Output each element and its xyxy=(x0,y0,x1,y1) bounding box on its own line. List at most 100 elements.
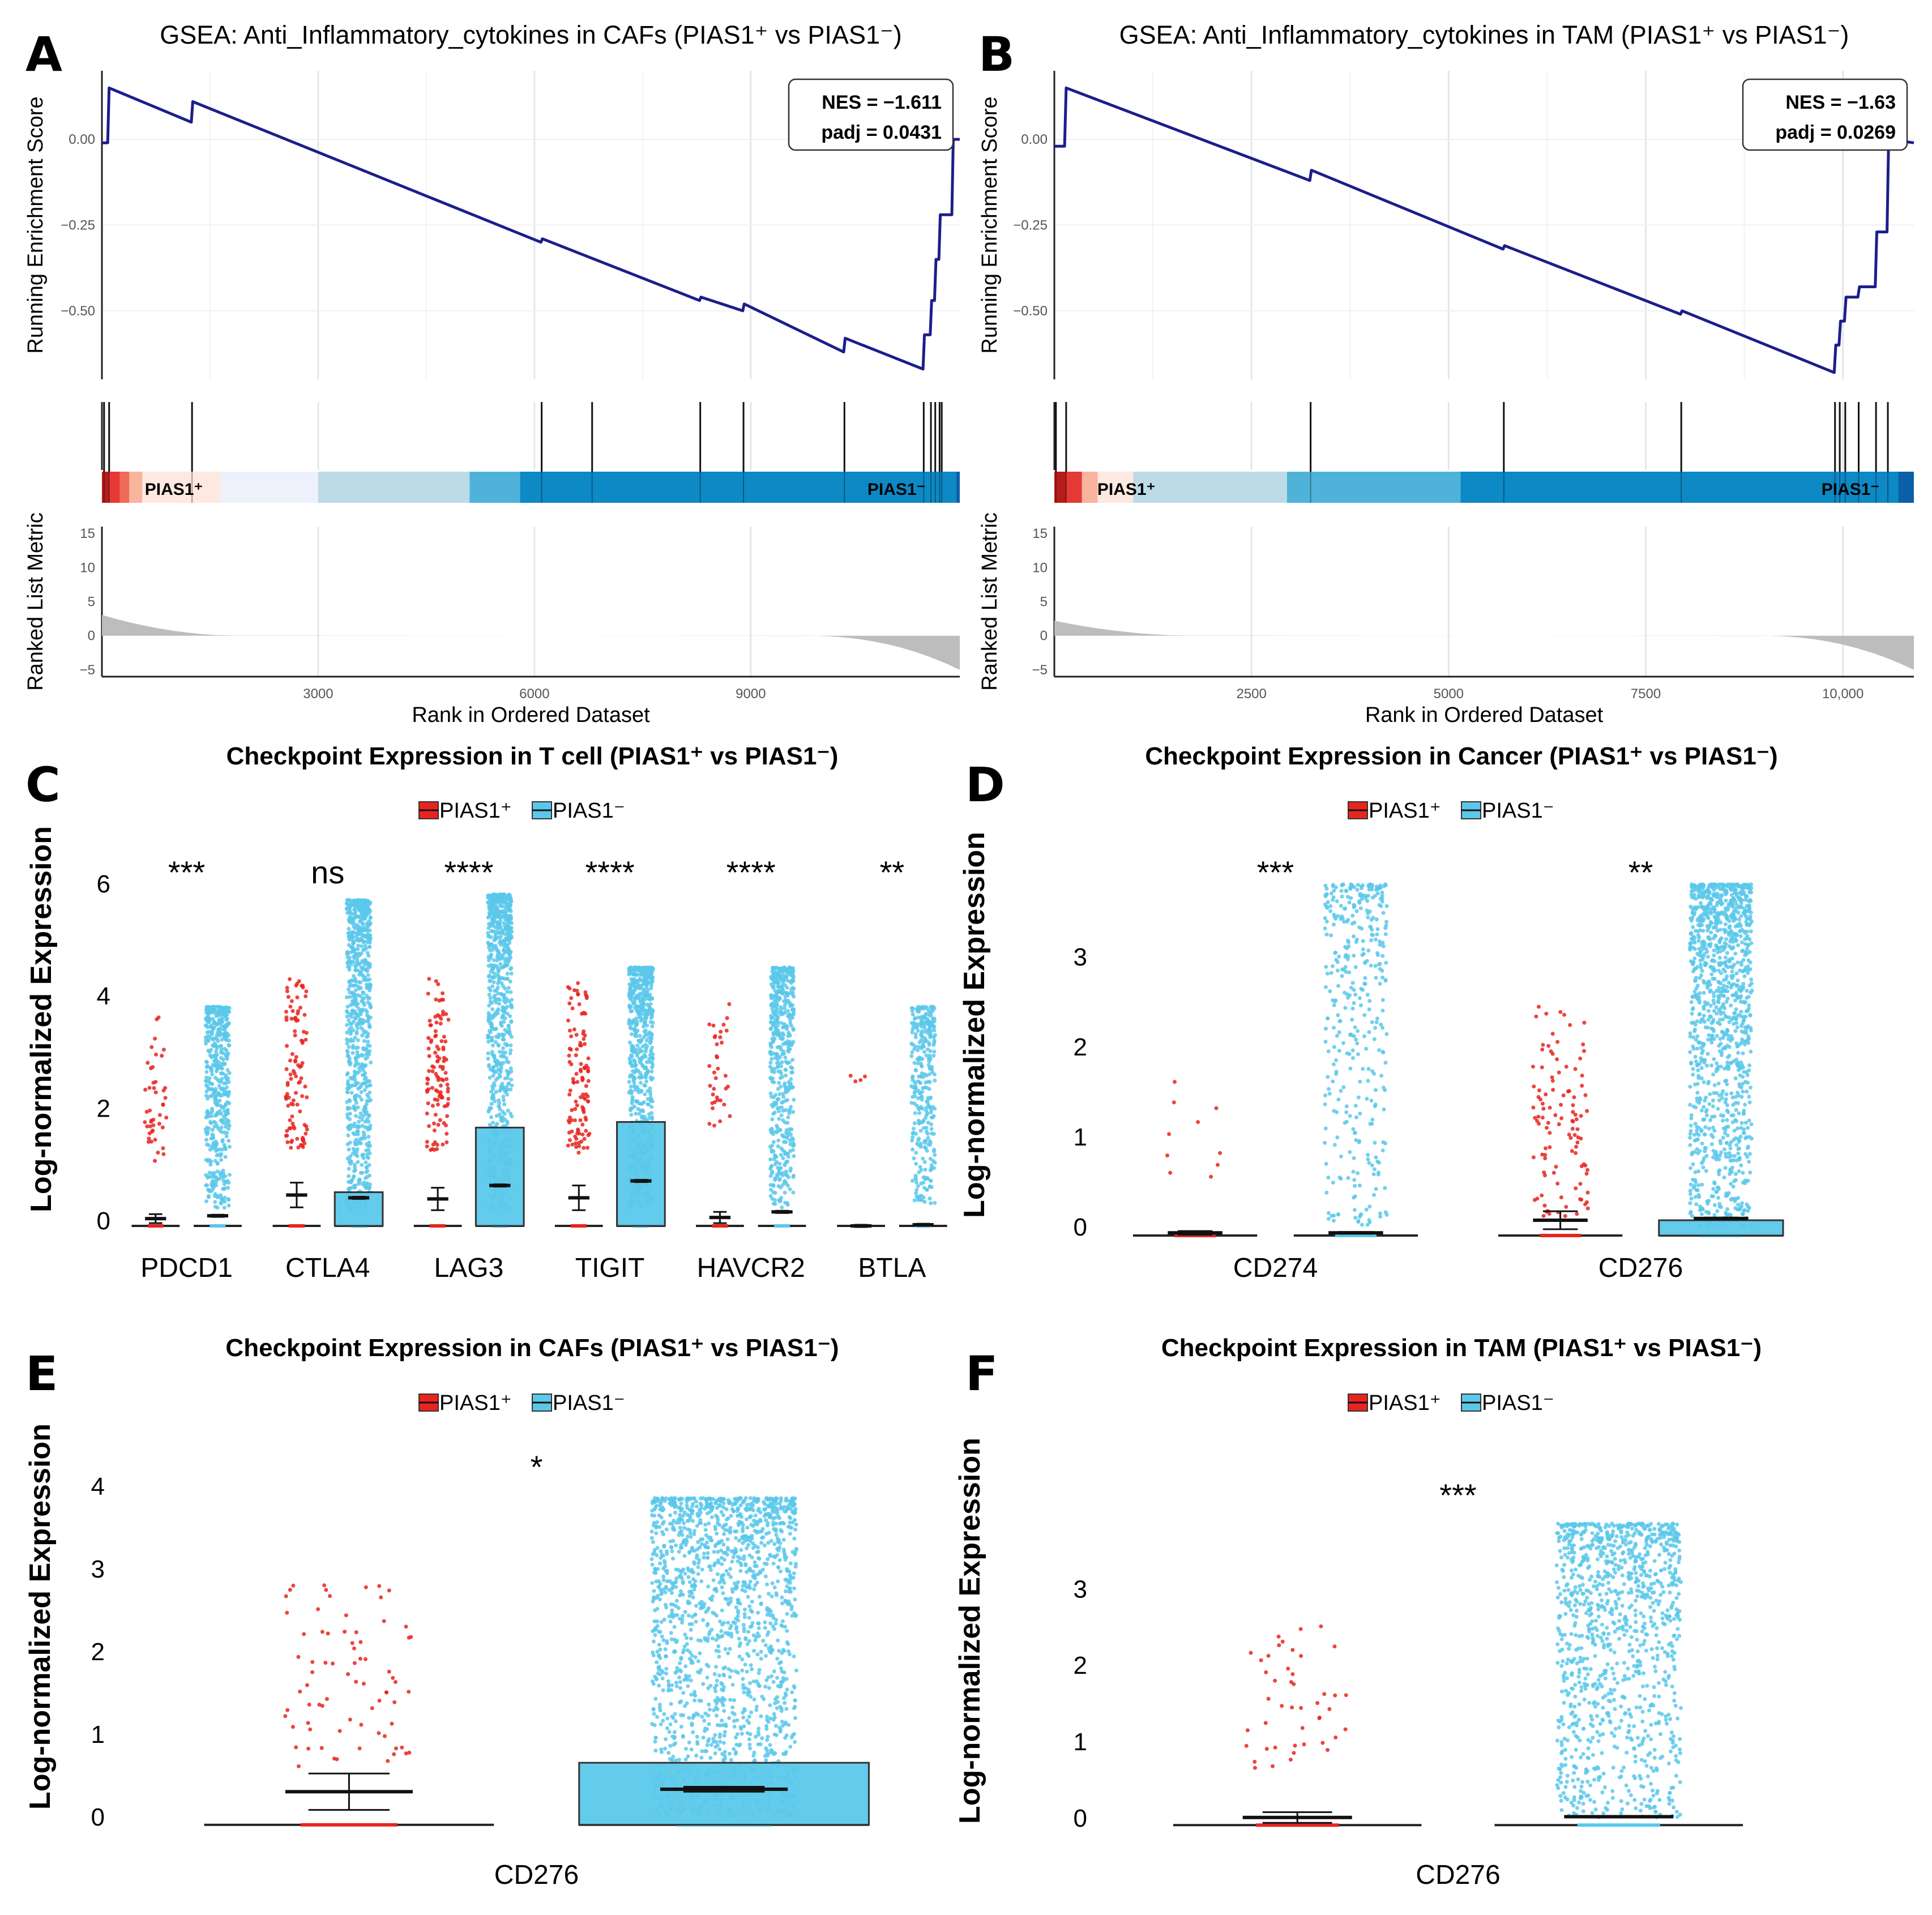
jitter-point xyxy=(489,1102,494,1106)
jitter-point xyxy=(487,1003,491,1008)
y-tick-label: 4 xyxy=(97,982,110,1010)
jitter-point xyxy=(775,1106,780,1111)
jitter-point xyxy=(505,1042,509,1047)
jitter-point xyxy=(638,997,642,1001)
jitter-point xyxy=(434,1072,438,1076)
jitter-point xyxy=(369,1005,373,1010)
jitter-point xyxy=(488,1029,491,1033)
y-tick-label: −0.25 xyxy=(61,218,95,233)
jitter-point xyxy=(634,1063,638,1067)
jitter-point xyxy=(156,1151,160,1155)
jitter-point xyxy=(779,1007,784,1011)
jitter-point xyxy=(1579,1136,1583,1141)
jitter-point xyxy=(570,1006,575,1011)
jitter-point xyxy=(644,1066,648,1071)
jitter-point xyxy=(490,1038,494,1043)
jitter-point xyxy=(208,1094,212,1098)
jitter-point xyxy=(780,1205,784,1209)
jitter-point xyxy=(728,1114,732,1118)
jitter-point xyxy=(1743,1121,1748,1125)
jitter-point xyxy=(358,1022,362,1027)
jitter-point xyxy=(924,1146,928,1151)
jitter-point xyxy=(205,1142,209,1147)
jitter-point xyxy=(223,1103,228,1108)
jitter-point xyxy=(789,1105,793,1109)
jitter-point xyxy=(1366,915,1370,920)
jitter-point xyxy=(788,1169,793,1173)
jitter-point xyxy=(927,1059,931,1063)
jitter-point xyxy=(426,1046,431,1051)
jitter-point xyxy=(293,1059,298,1064)
jitter-point xyxy=(362,959,367,964)
jitter-point xyxy=(506,921,510,926)
jitter-point xyxy=(792,1154,796,1159)
jitter-point xyxy=(786,1115,790,1119)
jitter-point xyxy=(788,1149,793,1153)
jitter-point xyxy=(1370,1163,1374,1168)
jitter-point xyxy=(1356,1219,1361,1223)
jitter-point xyxy=(1328,909,1333,913)
jitter-point xyxy=(218,1153,223,1158)
jitter-point xyxy=(368,1083,373,1088)
jitter-point xyxy=(910,1008,914,1013)
jitter-point xyxy=(1335,968,1340,973)
jitter-point xyxy=(568,1138,572,1142)
jitter-point xyxy=(640,1049,644,1053)
jitter-point xyxy=(445,1114,450,1118)
jitter-point xyxy=(216,1004,220,1009)
jitter-point xyxy=(1370,1020,1374,1024)
jitter-point xyxy=(578,1118,583,1122)
jitter-point xyxy=(1704,1113,1709,1118)
jitter-point xyxy=(1357,1183,1362,1188)
jitter-point xyxy=(365,908,370,913)
jitter-point xyxy=(1574,1151,1578,1155)
jitter-point xyxy=(1736,1050,1741,1055)
y-axis-label: Log-normalized Expression xyxy=(958,832,991,1218)
jitter-point xyxy=(349,1003,353,1007)
y-tick-label: 2 xyxy=(1074,1033,1087,1061)
jitter-point xyxy=(357,1066,361,1070)
jitter-point xyxy=(505,916,510,921)
panel-a: A GSEA: Anti_Inflammatory_cytokines in CA… xyxy=(24,20,960,727)
jitter-point xyxy=(285,1129,289,1133)
jitter-point xyxy=(352,1124,356,1129)
jitter-point xyxy=(438,1118,442,1122)
jitter-point xyxy=(575,1047,579,1051)
jitter-point xyxy=(786,967,790,972)
jitter-point xyxy=(1346,1176,1350,1180)
jitter-point xyxy=(779,1113,784,1118)
jitter-point xyxy=(361,938,365,943)
jitter-point xyxy=(353,1083,358,1087)
jitter-point xyxy=(932,1028,937,1033)
jitter-point xyxy=(783,1200,788,1205)
jitter-point xyxy=(345,1050,350,1055)
jitter-point xyxy=(212,1089,217,1094)
jitter-point xyxy=(582,1145,586,1150)
jitter-point xyxy=(1381,1140,1386,1144)
jitter-point xyxy=(584,1129,588,1133)
jitter-point xyxy=(365,1078,370,1083)
jitter-point xyxy=(288,1058,292,1063)
jitter-point xyxy=(345,1071,350,1075)
jitter-point xyxy=(490,1007,495,1011)
jitter-point xyxy=(219,1019,223,1023)
jitter-point xyxy=(1696,923,1700,927)
jitter-point xyxy=(1374,937,1378,942)
jitter-point xyxy=(429,1023,433,1027)
jitter-point xyxy=(785,993,790,998)
jitter-point xyxy=(160,1054,164,1058)
jitter-point xyxy=(433,1113,438,1117)
jitter-point xyxy=(151,1118,156,1122)
y-tick-label: 0.00 xyxy=(1021,132,1048,147)
heat-segment xyxy=(520,472,956,503)
jitter-point xyxy=(1346,895,1350,899)
jitter-point xyxy=(495,895,499,900)
panel-b: B GSEA: Anti_Inflammatory_cytokines in TA… xyxy=(978,20,1914,727)
jitter-point xyxy=(928,1157,933,1161)
jitter-point xyxy=(774,1100,779,1105)
jitter-point xyxy=(630,1101,634,1105)
jitter-point xyxy=(299,1076,304,1080)
jitter-point xyxy=(787,1042,790,1046)
jitter-point xyxy=(487,1064,491,1068)
